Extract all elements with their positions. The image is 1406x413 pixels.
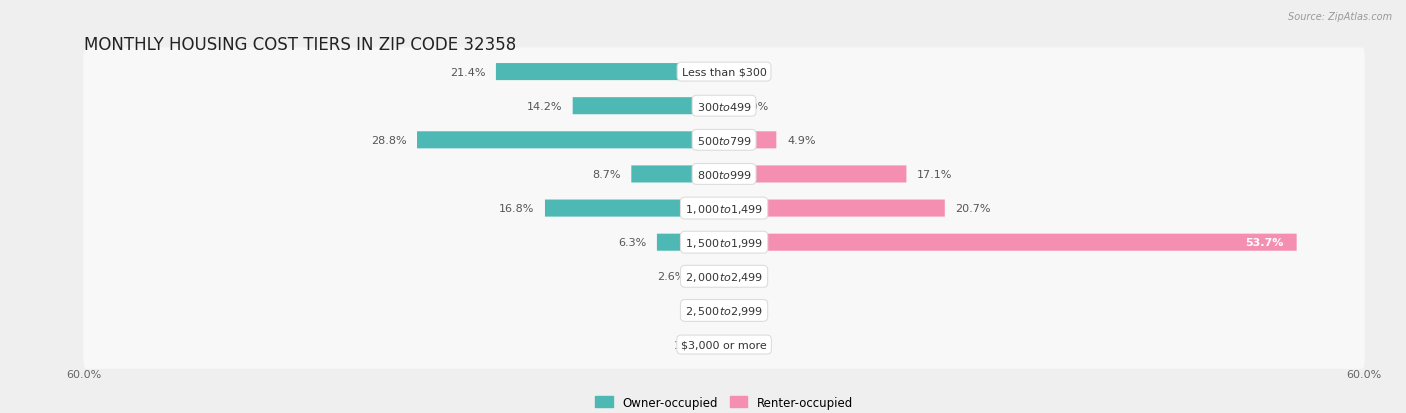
FancyBboxPatch shape <box>657 234 724 251</box>
FancyBboxPatch shape <box>724 200 945 217</box>
Text: $800 to $999: $800 to $999 <box>696 169 752 180</box>
FancyBboxPatch shape <box>546 200 724 217</box>
FancyBboxPatch shape <box>496 64 724 81</box>
FancyBboxPatch shape <box>83 287 1365 335</box>
Text: 0.0%: 0.0% <box>740 67 768 77</box>
Text: 6.3%: 6.3% <box>619 237 647 247</box>
Text: Less than $300: Less than $300 <box>682 67 766 77</box>
Text: 16.8%: 16.8% <box>499 204 534 214</box>
Text: 28.8%: 28.8% <box>371 135 406 145</box>
Text: $2,500 to $2,999: $2,500 to $2,999 <box>685 304 763 317</box>
Text: 0.0%: 0.0% <box>740 272 768 282</box>
Text: 20.7%: 20.7% <box>956 204 991 214</box>
FancyBboxPatch shape <box>83 252 1365 301</box>
Text: Source: ZipAtlas.com: Source: ZipAtlas.com <box>1288 12 1392 22</box>
Text: 21.4%: 21.4% <box>450 67 485 77</box>
Text: 0.0%: 0.0% <box>740 102 768 112</box>
FancyBboxPatch shape <box>83 184 1365 233</box>
Text: $500 to $799: $500 to $799 <box>696 135 752 147</box>
FancyBboxPatch shape <box>83 48 1365 97</box>
Text: 0.0%: 0.0% <box>740 340 768 350</box>
Text: 8.7%: 8.7% <box>592 170 620 180</box>
Text: 14.2%: 14.2% <box>526 102 562 112</box>
FancyBboxPatch shape <box>572 98 724 115</box>
Text: 2.6%: 2.6% <box>658 272 686 282</box>
FancyBboxPatch shape <box>696 268 724 285</box>
FancyBboxPatch shape <box>418 132 724 149</box>
Text: $3,000 or more: $3,000 or more <box>682 340 766 350</box>
FancyBboxPatch shape <box>83 82 1365 131</box>
Text: $300 to $499: $300 to $499 <box>696 100 752 112</box>
FancyBboxPatch shape <box>724 234 1296 251</box>
Text: 53.7%: 53.7% <box>1246 237 1284 247</box>
FancyBboxPatch shape <box>83 116 1365 165</box>
Text: 0.0%: 0.0% <box>740 306 768 316</box>
Text: $1,500 to $1,999: $1,500 to $1,999 <box>685 236 763 249</box>
FancyBboxPatch shape <box>83 320 1365 369</box>
FancyBboxPatch shape <box>631 166 724 183</box>
Text: MONTHLY HOUSING COST TIERS IN ZIP CODE 32358: MONTHLY HOUSING COST TIERS IN ZIP CODE 3… <box>84 36 516 54</box>
FancyBboxPatch shape <box>713 336 724 353</box>
FancyBboxPatch shape <box>724 166 907 183</box>
Text: 1.1%: 1.1% <box>673 340 702 350</box>
FancyBboxPatch shape <box>83 218 1365 267</box>
FancyBboxPatch shape <box>83 150 1365 199</box>
FancyBboxPatch shape <box>724 132 776 149</box>
Legend: Owner-occupied, Renter-occupied: Owner-occupied, Renter-occupied <box>591 391 858 413</box>
Text: $1,000 to $1,499: $1,000 to $1,499 <box>685 202 763 215</box>
Text: $2,000 to $2,499: $2,000 to $2,499 <box>685 270 763 283</box>
Text: 0.0%: 0.0% <box>681 306 709 316</box>
Text: 4.9%: 4.9% <box>787 135 815 145</box>
Text: 17.1%: 17.1% <box>917 170 952 180</box>
